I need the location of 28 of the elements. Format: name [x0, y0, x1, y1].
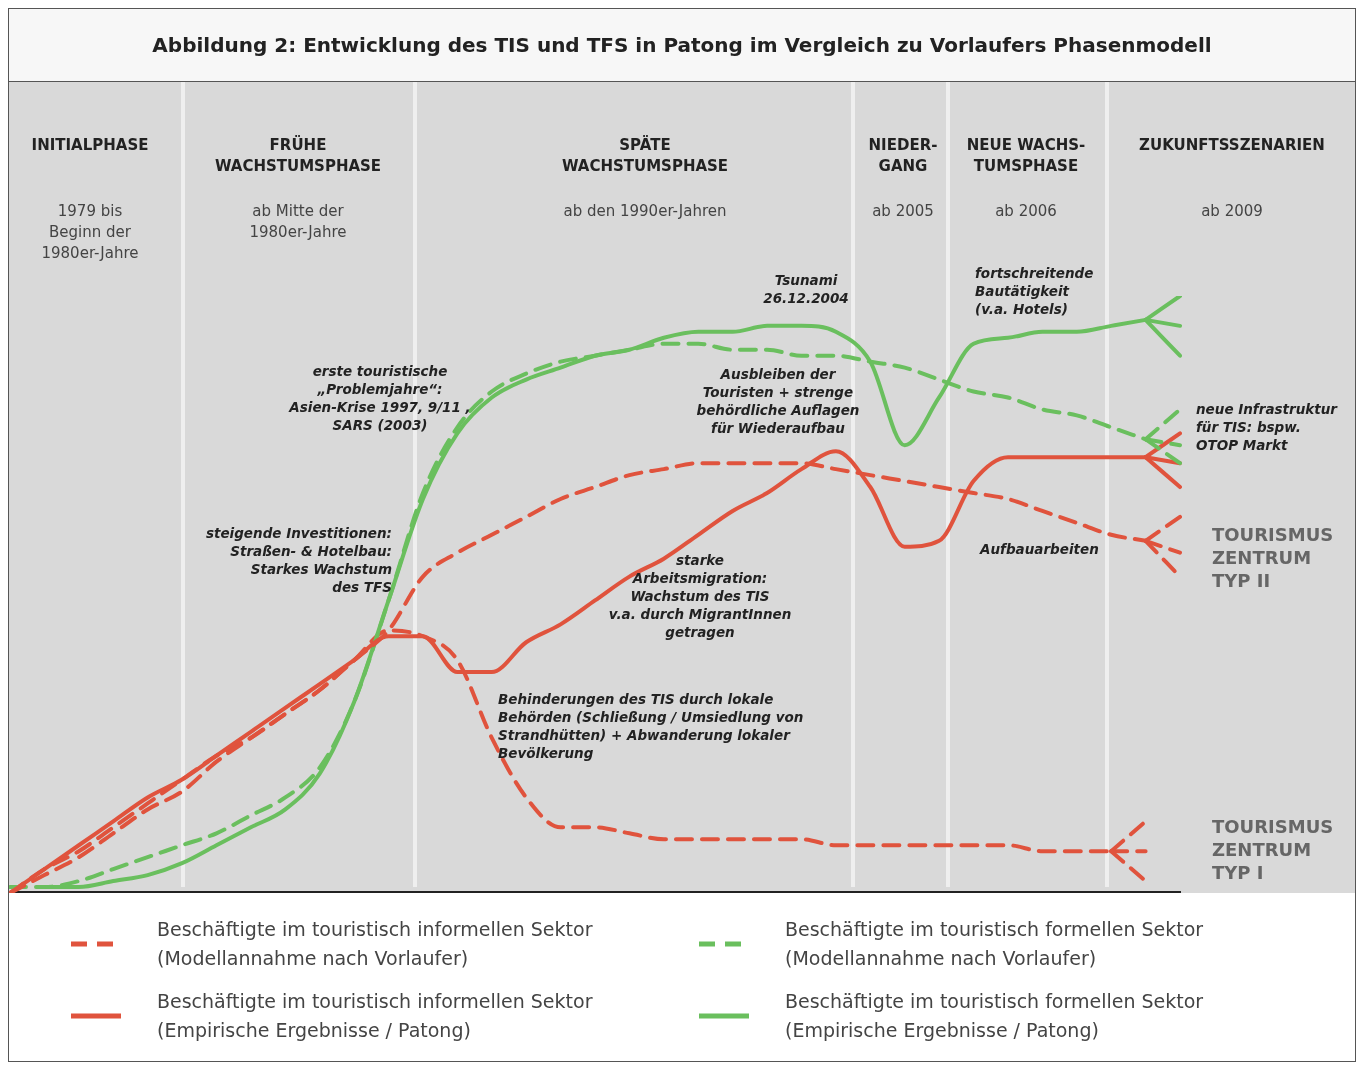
text: ab 2009	[1201, 201, 1263, 222]
annotation: Behinderungen des TIS durch lokale Behörden (Schließung / Umsiedlung von Strandhütten) + Abwanderung lokaler Bevölkerung	[498, 690, 804, 762]
legend-label: Beschäftigte im touristisch informellen Sektor (Modellannahme nach Vorlaufer)	[157, 917, 594, 971]
annotation: erste touristische „Problemjahre“: Asien-Krise 1997, 9/11 , SARS (2003)	[289, 362, 471, 434]
text: ZUKUNFTSSZENARIEN	[1139, 135, 1325, 156]
legend-label: Beschäftigte im touristisch formellen Sektor (Empirische Ergebnisse / Patong)	[785, 989, 1205, 1043]
text: ab 2006	[995, 201, 1057, 222]
text: SPÄTE WACHSTUMSPHASE	[561, 135, 729, 177]
annotation: steigende Investitionen: Straßen- & Hotelbau: Starkes Wachstum des TFS	[205, 524, 392, 596]
annotation: Tsunami 26.12.2004	[763, 271, 849, 307]
text: 1979 bis Beginn der 1980er-Jahre	[41, 201, 139, 264]
text: TOURISMUS ZENTRUM TYP II	[1212, 523, 1334, 592]
text: INITIALPHASE	[31, 135, 149, 156]
text: ab Mitte der 1980er-Jahre	[249, 201, 347, 243]
text: NEUE WACHS- TUMSPHASE	[966, 135, 1086, 177]
text: NIEDER- GANG	[868, 135, 938, 177]
text: ab 2005	[872, 201, 934, 222]
text: neue Infrastruktur für TIS: bspw. OTOP Markt	[1196, 400, 1337, 454]
annotation: starke Arbeitsmigration: Wachstum des TIS v.a. durch MigrantInnen getragen	[608, 551, 792, 641]
text: TOURISMUS ZENTRUM TYP I	[1212, 815, 1334, 884]
text: ab den 1990er-Jahren	[563, 201, 727, 222]
chart-title: Abbildung 2: Entwicklung des TIS und TFS in Patong im Vergleich zu Vorlaufers Phasenmodell	[9, 9, 1355, 82]
annotation: Aufbauarbeiten	[980, 540, 1099, 558]
annotation: fortschreitende Bautätigkeit (v.a. Hotels)	[975, 264, 1094, 318]
annotation: Ausbleiben der Touristen + strenge behördliche Auflagen für Wiederaufbau	[696, 365, 860, 437]
legend-label: Beschäftigte im touristisch informellen Sektor (Empirische Ergebnisse / Patong)	[157, 989, 594, 1043]
text: FRÜHE WACHSTUMSPHASE	[214, 135, 382, 177]
legend-label: Beschäftigte im touristisch formellen Sektor (Modellannahme nach Vorlaufer)	[785, 917, 1205, 971]
